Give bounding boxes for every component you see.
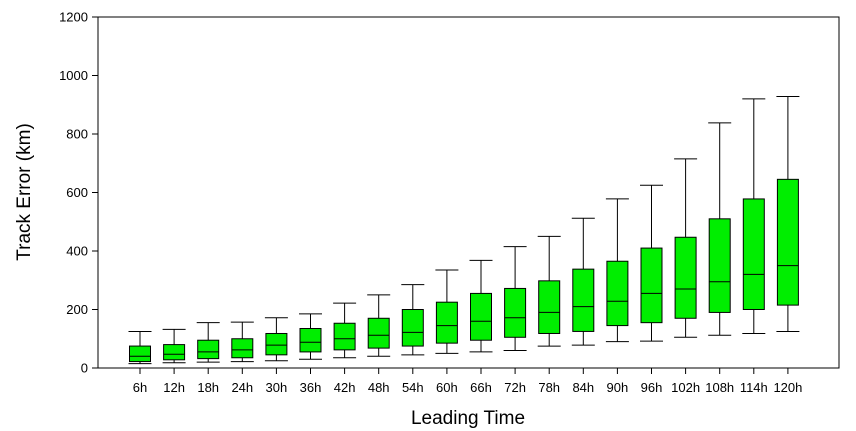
- x-tick-label: 6h: [133, 380, 147, 395]
- box-90h: [605, 198, 629, 343]
- iqr-box: [674, 236, 697, 319]
- box-66h: [469, 259, 493, 353]
- x-tick-label: 108h: [705, 380, 734, 395]
- iqr-box: [776, 178, 799, 306]
- x-tick-label: 120h: [773, 380, 802, 395]
- box-6h: [128, 330, 152, 365]
- iqr-box: [367, 317, 390, 349]
- iqr-box: [470, 292, 492, 341]
- iqr-box: [606, 260, 629, 327]
- x-tick-label: 54h: [402, 380, 424, 395]
- y-tick-label: 0: [81, 361, 88, 376]
- iqr-box: [333, 322, 356, 351]
- x-tick-label: 102h: [671, 380, 700, 395]
- x-tick-label: 12h: [163, 380, 185, 395]
- x-tick-label: 90h: [607, 380, 629, 395]
- box-30h: [264, 317, 288, 362]
- iqr-box: [538, 280, 561, 334]
- x-tick-label: 18h: [197, 380, 219, 395]
- iqr-box: [299, 328, 322, 353]
- box-114h: [742, 98, 766, 334]
- iqr-box: [504, 287, 527, 338]
- x-tick-label: 30h: [266, 380, 288, 395]
- x-tick-label: 60h: [436, 380, 458, 395]
- plot-frame: [97, 16, 840, 369]
- y-axis: 0 200 400 600 800 1000 1200: [59, 10, 98, 376]
- x-axis: 6h 12h 18h 24h 30h 36h 42h 48h 54h 60h 66h 72h 78h 84…: [133, 368, 802, 395]
- x-tick-label: 42h: [334, 380, 356, 395]
- x-tick-label: 66h: [470, 380, 492, 395]
- box-24h: [230, 321, 254, 363]
- box-60h: [435, 269, 459, 354]
- y-tick-label: 400: [66, 244, 88, 259]
- x-tick-label: 24h: [231, 380, 253, 395]
- iqr-box: [163, 344, 186, 361]
- iqr-box: [640, 247, 663, 324]
- y-tick-label: 1000: [59, 68, 88, 83]
- x-tick-label: 72h: [504, 380, 526, 395]
- y-axis-title: Track Error (km): [14, 123, 35, 261]
- y-tick-label: 800: [66, 127, 88, 142]
- y-tick-label: 600: [66, 185, 88, 200]
- box-78h: [537, 235, 561, 347]
- x-tick-label: 84h: [572, 380, 594, 395]
- iqr-box: [231, 338, 254, 359]
- iqr-box: [742, 198, 765, 310]
- box-84h: [571, 217, 595, 346]
- iqr-box: [572, 268, 595, 332]
- iqr-box: [708, 218, 731, 313]
- box-36h: [299, 313, 322, 360]
- box-72h: [503, 246, 527, 351]
- iqr-box: [435, 301, 458, 344]
- x-tick-label: 36h: [300, 380, 322, 395]
- x-tick-label: 78h: [538, 380, 560, 395]
- box-12h: [162, 328, 186, 364]
- box-96h: [640, 184, 663, 342]
- x-tick-label: 96h: [641, 380, 663, 395]
- box-102h: [674, 158, 698, 338]
- box-48h: [367, 294, 391, 357]
- iqr-box: [265, 332, 288, 356]
- y-tick-label: 1200: [59, 10, 88, 25]
- box-18h: [196, 322, 220, 363]
- iqr-box: [197, 339, 220, 360]
- x-axis-title: Leading Time: [411, 408, 525, 429]
- box-108h: [708, 122, 732, 336]
- box-42h: [333, 302, 357, 359]
- box-54h: [401, 284, 425, 356]
- x-tick-label: 48h: [368, 380, 390, 395]
- x-tick-label: 114h: [740, 380, 768, 395]
- box-120h: [776, 96, 800, 332]
- y-tick-label: 200: [66, 302, 88, 317]
- iqr-box: [401, 309, 424, 347]
- iqr-box: [129, 345, 151, 363]
- box-series: [128, 96, 800, 365]
